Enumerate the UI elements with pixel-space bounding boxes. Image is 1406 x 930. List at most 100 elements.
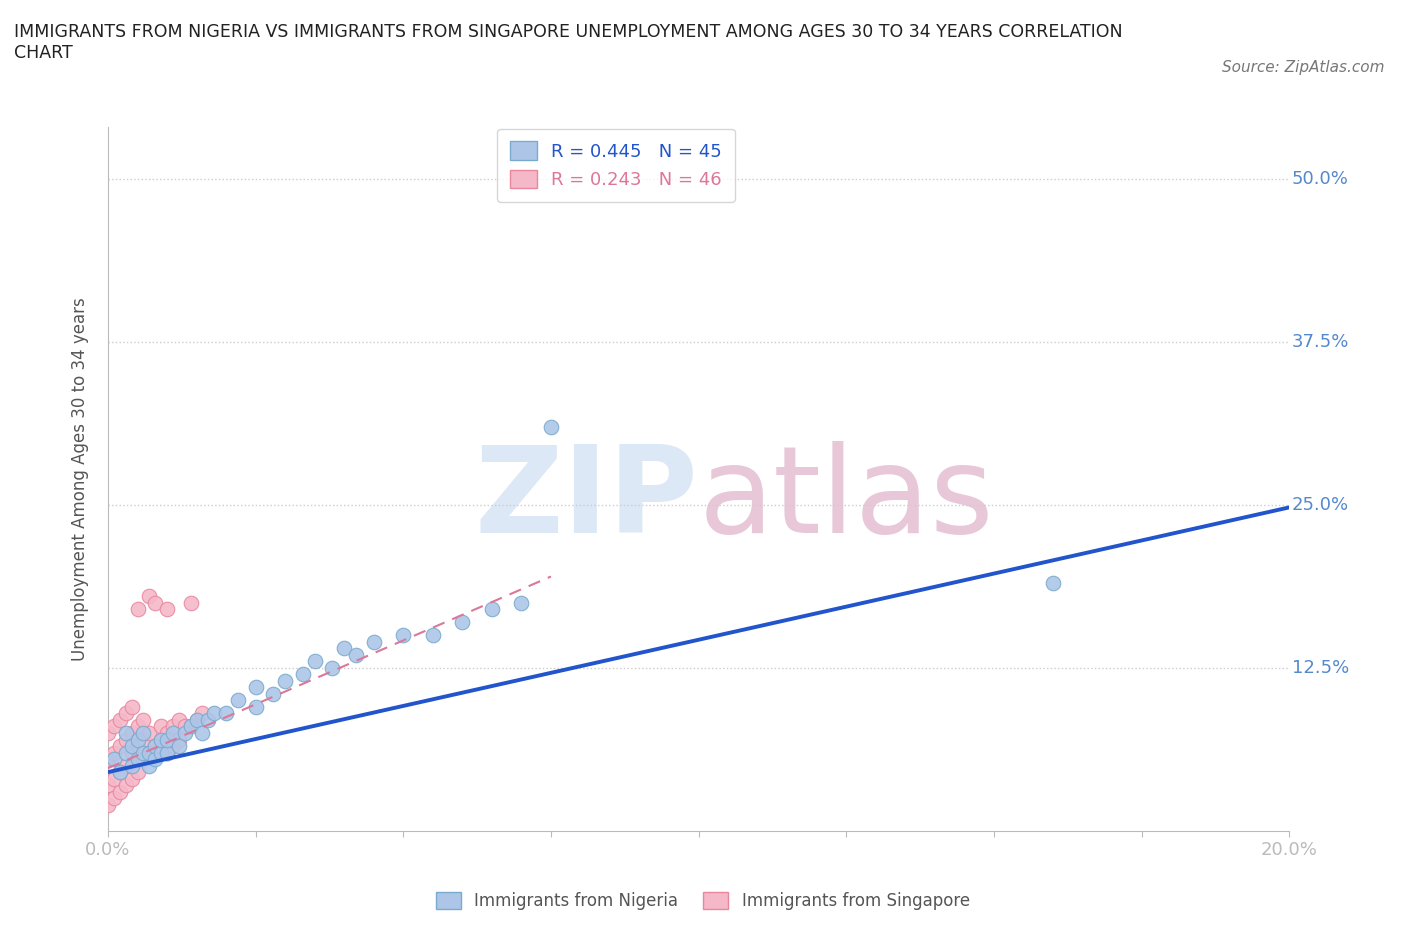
Point (103, 751, 125, 766)
Point (138, 589, 160, 604)
Text: 37.5%: 37.5% (1292, 333, 1348, 351)
Point (103, 771, 125, 786)
Text: IMMIGRANTS FROM NIGERIA VS IMMIGRANTS FROM SINGAPORE UNEMPLOYMENT AMONG AGES 30 : IMMIGRANTS FROM NIGERIA VS IMMIGRANTS FR… (14, 23, 1122, 62)
Point (451, 615, 474, 630)
Point (114, 725, 136, 740)
Point (121, 699, 143, 714)
Point (191, 706, 214, 721)
Point (150, 732, 173, 747)
Point (121, 771, 143, 786)
Legend: R = 0.445   N = 45, R = 0.243   N = 46: R = 0.445 N = 45, R = 0.243 N = 46 (498, 128, 735, 202)
Point (167, 712, 190, 727)
Point (150, 745, 173, 760)
Text: atlas: atlas (699, 442, 994, 558)
Point (97, 751, 120, 766)
Point (114, 732, 136, 747)
Point (108, 712, 131, 727)
Point (108, 738, 131, 753)
Point (186, 712, 208, 727)
Point (186, 712, 208, 727)
Point (103, 719, 125, 734)
Point (127, 764, 149, 779)
Point (127, 738, 149, 753)
Point (1042, 576, 1064, 591)
Point (191, 725, 214, 740)
Point (121, 725, 143, 740)
Point (167, 738, 190, 753)
Point (481, 602, 503, 617)
Point (304, 654, 326, 669)
Point (245, 699, 267, 714)
Text: 25.0%: 25.0% (1292, 496, 1348, 513)
Point (121, 745, 143, 760)
Point (121, 758, 143, 773)
Point (114, 758, 136, 773)
Text: Source: ZipAtlas.com: Source: ZipAtlas.com (1222, 60, 1385, 75)
Point (291, 667, 314, 682)
Point (344, 647, 367, 662)
Point (114, 745, 136, 760)
Point (167, 732, 190, 747)
Point (132, 712, 155, 727)
Point (127, 751, 149, 766)
Point (121, 738, 143, 753)
Point (173, 719, 195, 734)
Point (540, 419, 562, 434)
Point (245, 680, 267, 695)
Point (143, 738, 166, 753)
Point (156, 745, 179, 760)
Point (132, 751, 155, 766)
Point (180, 719, 202, 734)
Point (156, 745, 179, 760)
Point (114, 777, 136, 792)
Point (510, 595, 533, 610)
Point (173, 725, 195, 740)
Text: 12.5%: 12.5% (1292, 658, 1348, 677)
Text: 50.0%: 50.0% (1292, 170, 1348, 188)
Point (97, 797, 120, 812)
Point (262, 686, 284, 701)
Point (162, 719, 184, 734)
Text: ZIP: ZIP (475, 442, 699, 558)
Point (103, 745, 125, 760)
Point (138, 758, 160, 773)
Point (156, 725, 179, 740)
Legend: Immigrants from Nigeria, Immigrants from Singapore: Immigrants from Nigeria, Immigrants from… (429, 885, 977, 917)
Point (132, 745, 155, 760)
Point (321, 660, 343, 675)
Point (202, 706, 225, 721)
Point (422, 628, 444, 643)
Point (108, 764, 131, 779)
Point (127, 719, 149, 734)
Point (180, 719, 202, 734)
Point (103, 790, 125, 805)
Point (127, 732, 149, 747)
Point (333, 641, 356, 656)
Point (180, 595, 202, 610)
Point (143, 738, 166, 753)
Point (363, 634, 385, 649)
Point (138, 745, 160, 760)
Y-axis label: Unemployment Among Ages 30 to 34 years: Unemployment Among Ages 30 to 34 years (72, 297, 89, 660)
Point (162, 738, 184, 753)
Point (108, 784, 131, 799)
Point (274, 673, 297, 688)
Point (392, 628, 415, 643)
Point (156, 602, 179, 617)
Point (97, 725, 120, 740)
Point (127, 602, 149, 617)
Point (97, 777, 120, 792)
Point (143, 751, 166, 766)
Point (156, 732, 179, 747)
Point (132, 732, 155, 747)
Point (108, 764, 131, 779)
Point (138, 745, 160, 760)
Point (132, 725, 155, 740)
Point (215, 706, 238, 721)
Point (150, 719, 173, 734)
Point (226, 693, 249, 708)
Point (138, 725, 160, 740)
Point (197, 712, 219, 727)
Point (162, 725, 184, 740)
Point (114, 706, 136, 721)
